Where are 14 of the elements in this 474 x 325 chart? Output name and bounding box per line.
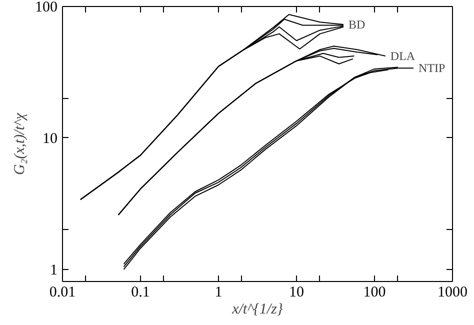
y-tick-label: 100 <box>35 0 58 16</box>
x-tick-label: 0.01 <box>49 284 76 300</box>
x-tick-label: 1 <box>214 284 222 300</box>
x-tick-label: 100 <box>363 284 386 300</box>
legend-label: BD <box>348 17 366 32</box>
y-axis-title: G₂(x,t)/t^χ <box>12 112 28 175</box>
y-tick-label: 10 <box>42 130 58 147</box>
y-tick-label: 1 <box>50 262 58 278</box>
x-tick-label: 0.1 <box>131 284 150 300</box>
x-axis-title: x/t^{1/z} <box>231 302 283 318</box>
series-label: DLA <box>390 49 416 64</box>
x-tick-label: 1000 <box>438 284 468 300</box>
x-tick-label: 10 <box>289 284 304 300</box>
series-label: NTIP <box>418 61 446 76</box>
